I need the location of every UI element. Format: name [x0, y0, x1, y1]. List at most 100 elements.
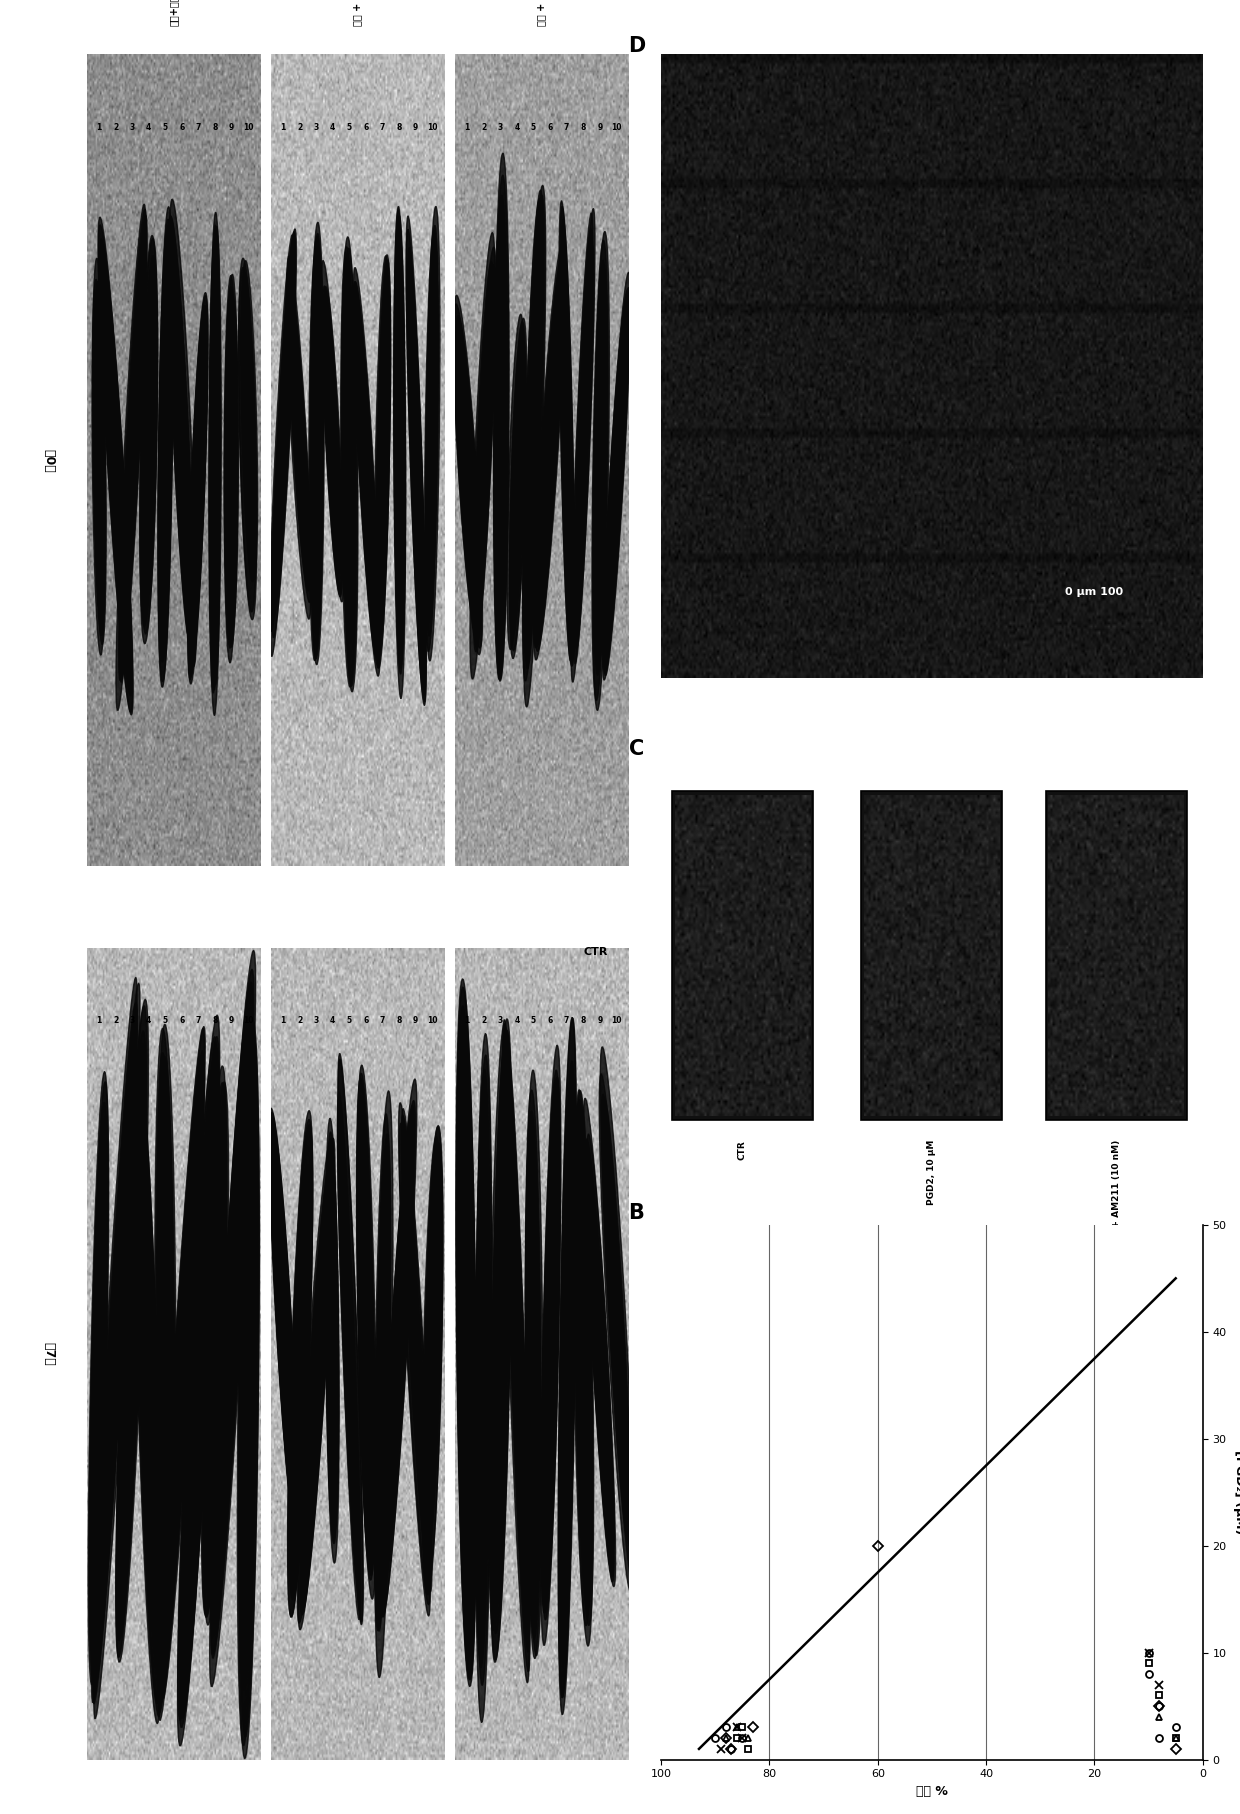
Polygon shape	[494, 152, 510, 682]
Polygon shape	[505, 1034, 531, 1673]
Polygon shape	[205, 1110, 227, 1595]
Polygon shape	[211, 227, 221, 684]
Y-axis label: [PGD₂] (μM): [PGD₂] (μM)	[1233, 1449, 1240, 1535]
Polygon shape	[117, 203, 146, 711]
Polygon shape	[326, 1170, 339, 1540]
Polygon shape	[237, 1019, 258, 1745]
Polygon shape	[394, 207, 405, 698]
Text: 5: 5	[347, 1016, 352, 1025]
Polygon shape	[474, 247, 496, 651]
Polygon shape	[212, 1012, 250, 1634]
Polygon shape	[511, 341, 526, 651]
Polygon shape	[394, 210, 405, 668]
Text: 1: 1	[465, 123, 470, 132]
Polygon shape	[587, 1134, 614, 1551]
Polygon shape	[398, 1103, 430, 1605]
Title: 介质 + PGD₂(10 μM) + AM211: 介质 + PGD₂(10 μM) + AM211	[537, 0, 547, 25]
Polygon shape	[140, 236, 156, 626]
Text: 3: 3	[129, 1016, 135, 1025]
Polygon shape	[407, 229, 425, 695]
Text: 8: 8	[580, 123, 585, 132]
Polygon shape	[454, 332, 480, 642]
Text: 9: 9	[598, 123, 603, 132]
Polygon shape	[494, 194, 507, 680]
Text: CTR: CTR	[584, 947, 609, 956]
Polygon shape	[300, 1172, 334, 1614]
Polygon shape	[476, 1068, 490, 1663]
Polygon shape	[424, 230, 438, 651]
Polygon shape	[374, 1114, 389, 1631]
Text: 2: 2	[113, 1016, 118, 1025]
Polygon shape	[374, 1090, 393, 1678]
Polygon shape	[357, 1065, 377, 1600]
Polygon shape	[601, 1094, 630, 1540]
Polygon shape	[211, 969, 254, 1658]
Text: 2: 2	[481, 1016, 486, 1025]
Text: 3: 3	[314, 123, 319, 132]
Polygon shape	[382, 1105, 414, 1598]
Polygon shape	[559, 207, 574, 666]
Polygon shape	[541, 1045, 560, 1645]
Text: 10: 10	[427, 123, 438, 132]
Text: 6: 6	[180, 123, 185, 132]
Polygon shape	[169, 216, 193, 644]
Text: 8: 8	[397, 1016, 402, 1025]
Polygon shape	[239, 1032, 259, 1738]
Text: CTR: CTR	[738, 1139, 746, 1159]
Polygon shape	[160, 1050, 203, 1702]
Polygon shape	[156, 1052, 172, 1578]
Polygon shape	[604, 288, 630, 675]
Text: 7: 7	[564, 123, 569, 132]
Polygon shape	[489, 1023, 510, 1631]
Polygon shape	[339, 1059, 363, 1622]
Polygon shape	[93, 1003, 136, 1703]
Polygon shape	[211, 981, 253, 1654]
Polygon shape	[140, 238, 157, 644]
Bar	[1052, 606, 1081, 640]
Polygon shape	[491, 1019, 512, 1634]
Text: 1: 1	[465, 1016, 470, 1025]
Polygon shape	[288, 1119, 312, 1616]
Text: 第0天: 第0天	[42, 448, 55, 472]
Text: D: D	[629, 36, 646, 56]
Polygon shape	[507, 314, 525, 649]
Text: B: B	[629, 1203, 645, 1223]
Text: 4: 4	[146, 1016, 151, 1025]
Polygon shape	[159, 225, 172, 657]
Text: PGD2, 10 μM: PGD2, 10 μM	[928, 1139, 936, 1206]
Polygon shape	[135, 1068, 162, 1716]
Polygon shape	[573, 1108, 590, 1625]
Polygon shape	[119, 216, 148, 682]
Text: 3: 3	[497, 1016, 503, 1025]
Polygon shape	[353, 281, 379, 677]
Polygon shape	[273, 232, 295, 619]
Text: 7: 7	[196, 1016, 201, 1025]
Polygon shape	[559, 201, 573, 662]
Polygon shape	[180, 1036, 219, 1718]
Text: 5: 5	[162, 1016, 167, 1025]
Polygon shape	[115, 1030, 146, 1656]
Text: 1: 1	[280, 123, 285, 132]
Polygon shape	[326, 1139, 339, 1564]
Text: 8: 8	[212, 1016, 218, 1025]
Polygon shape	[381, 1079, 417, 1616]
Polygon shape	[286, 256, 311, 602]
Polygon shape	[574, 209, 595, 664]
Polygon shape	[470, 232, 495, 678]
Title: 介质 + PGD₂(10 μM): 介质 + PGD₂(10 μM)	[352, 0, 362, 25]
Polygon shape	[289, 290, 310, 590]
Polygon shape	[475, 1034, 492, 1723]
Text: 2: 2	[296, 1016, 303, 1025]
Polygon shape	[179, 1047, 218, 1727]
Polygon shape	[342, 238, 357, 686]
Polygon shape	[425, 239, 438, 637]
Polygon shape	[591, 239, 608, 700]
Polygon shape	[309, 252, 321, 660]
Text: 6: 6	[180, 1016, 185, 1025]
Polygon shape	[558, 1018, 577, 1714]
Polygon shape	[427, 225, 439, 619]
Polygon shape	[353, 268, 381, 668]
Polygon shape	[603, 272, 630, 673]
Polygon shape	[288, 270, 310, 591]
Polygon shape	[169, 218, 193, 649]
